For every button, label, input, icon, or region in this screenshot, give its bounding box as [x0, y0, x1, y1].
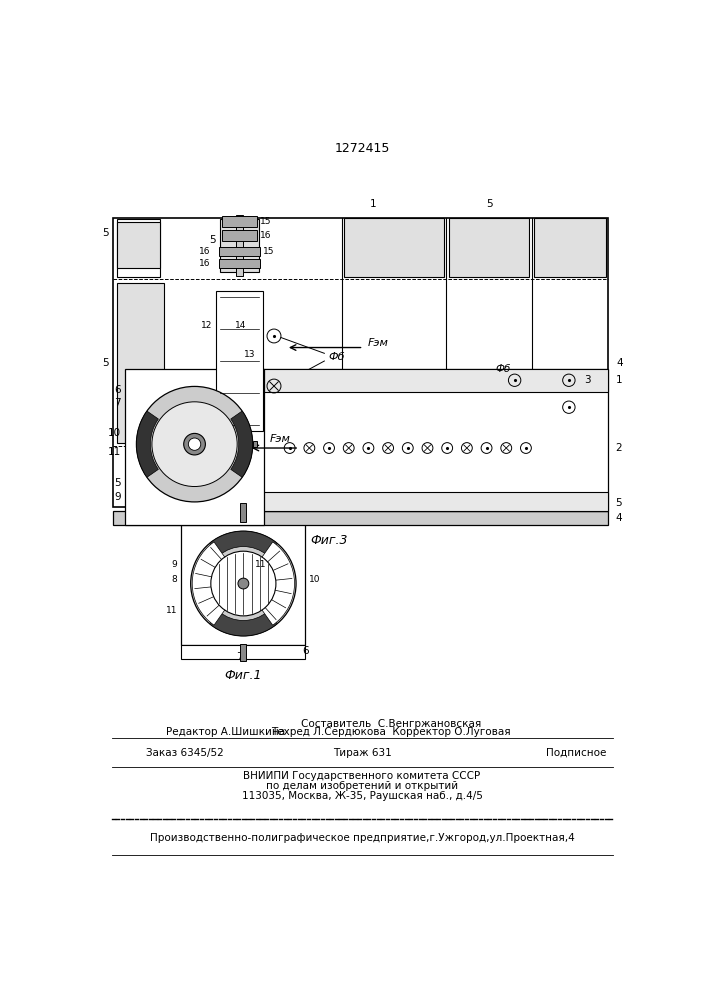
Text: 16: 16 [260, 231, 272, 240]
Bar [344, 446, 444, 504]
Circle shape [238, 578, 249, 589]
Bar [257, 492, 607, 511]
Text: 1272415: 1272415 [334, 142, 390, 155]
Circle shape [188, 438, 201, 450]
Wedge shape [209, 612, 277, 636]
Bar [235, 215, 243, 276]
Text: 15: 15 [260, 217, 272, 226]
Bar [223, 216, 257, 227]
Text: 16: 16 [199, 247, 211, 256]
Text: 9: 9 [172, 560, 177, 569]
Text: 1: 1 [615, 375, 622, 385]
Text: 7: 7 [115, 398, 121, 408]
Text: 11: 11 [107, 447, 121, 457]
Text: Тираж 631: Тираж 631 [332, 748, 392, 758]
Text: 8: 8 [172, 575, 177, 584]
Text: Техред Л.Сердюкова  Корректор О.Луговая: Техред Л.Сердюкова Корректор О.Луговая [271, 727, 510, 737]
Text: 5: 5 [615, 498, 622, 508]
Bar [125, 369, 264, 525]
Wedge shape [230, 411, 252, 477]
Text: 5: 5 [486, 199, 492, 209]
Text: 14: 14 [235, 321, 246, 330]
Text: 12: 12 [201, 321, 212, 330]
Text: Заказ 6345/52: Заказ 6345/52 [146, 748, 224, 758]
Text: 5: 5 [209, 235, 216, 245]
Circle shape [136, 386, 252, 502]
Bar [117, 283, 163, 443]
Bar [344, 218, 444, 277]
Circle shape [152, 402, 237, 487]
Text: 10: 10 [107, 428, 121, 438]
Text: 5: 5 [103, 358, 110, 368]
Text: 7: 7 [236, 652, 243, 662]
Bar [182, 645, 305, 659]
Text: Фиг.3: Фиг.3 [310, 534, 347, 547]
Bar [257, 369, 607, 511]
Text: Составитель  С.Венгржановская: Составитель С.Венгржановская [300, 719, 481, 729]
Text: 13: 13 [244, 350, 256, 359]
Circle shape [211, 551, 276, 616]
Bar [182, 522, 305, 645]
Text: 5: 5 [103, 228, 110, 238]
Wedge shape [259, 542, 295, 625]
Text: 1: 1 [370, 199, 376, 209]
Text: 6: 6 [115, 385, 121, 395]
Text: 15: 15 [263, 247, 274, 256]
Bar [117, 219, 160, 277]
Bar [240, 644, 247, 661]
Text: 11: 11 [255, 560, 267, 569]
Text: Фб: Фб [328, 352, 345, 362]
Bar [216, 291, 263, 431]
Text: Редактор А.Шишкина: Редактор А.Шишкина [166, 727, 285, 737]
Bar [534, 218, 606, 277]
Text: 2: 2 [615, 443, 622, 453]
Bar [218, 247, 260, 256]
Wedge shape [192, 542, 228, 625]
Text: 113035, Москва, Ж-35, Раушская наб., д.4/5: 113035, Москва, Ж-35, Раушская наб., д.4… [242, 791, 482, 801]
Bar [534, 446, 606, 504]
Text: 11: 11 [166, 606, 177, 615]
Wedge shape [136, 411, 158, 477]
Text: Fэм: Fэм [368, 338, 388, 348]
Bar [449, 446, 530, 504]
Text: 16: 16 [199, 259, 211, 268]
Text: 4: 4 [615, 513, 622, 523]
Text: ВНИИПИ Государственного комитета СССР: ВНИИПИ Государственного комитета СССР [243, 771, 481, 781]
Bar [218, 259, 260, 268]
Text: Подписное: Подписное [546, 748, 606, 758]
Text: Fэм: Fэм [269, 434, 291, 444]
Bar [449, 218, 530, 277]
Text: 6: 6 [302, 646, 309, 656]
Bar [240, 503, 247, 522]
Bar [113, 511, 607, 525]
Text: 4: 4 [617, 358, 624, 368]
Bar [220, 219, 259, 272]
Circle shape [191, 531, 296, 636]
Bar [257, 369, 607, 392]
Bar [113, 218, 607, 507]
Text: 3: 3 [585, 375, 591, 385]
Text: 5: 5 [115, 478, 121, 488]
Text: 10: 10 [309, 575, 321, 584]
Bar [257, 369, 260, 392]
Bar [117, 222, 160, 268]
Circle shape [184, 433, 206, 455]
Text: Фб: Фб [496, 364, 510, 374]
Text: Производственно-полиграфическое предприятие,г.Ужгород,ул.Проектная,4: Производственно-полиграфическое предприя… [150, 833, 574, 843]
Text: 9: 9 [115, 492, 121, 502]
Text: Фиг.1: Фиг.1 [225, 669, 262, 682]
Bar [223, 230, 257, 241]
Text: по делам изобретений и открытий: по делам изобретений и открытий [266, 781, 458, 791]
Wedge shape [209, 531, 277, 555]
Bar [252, 441, 257, 447]
